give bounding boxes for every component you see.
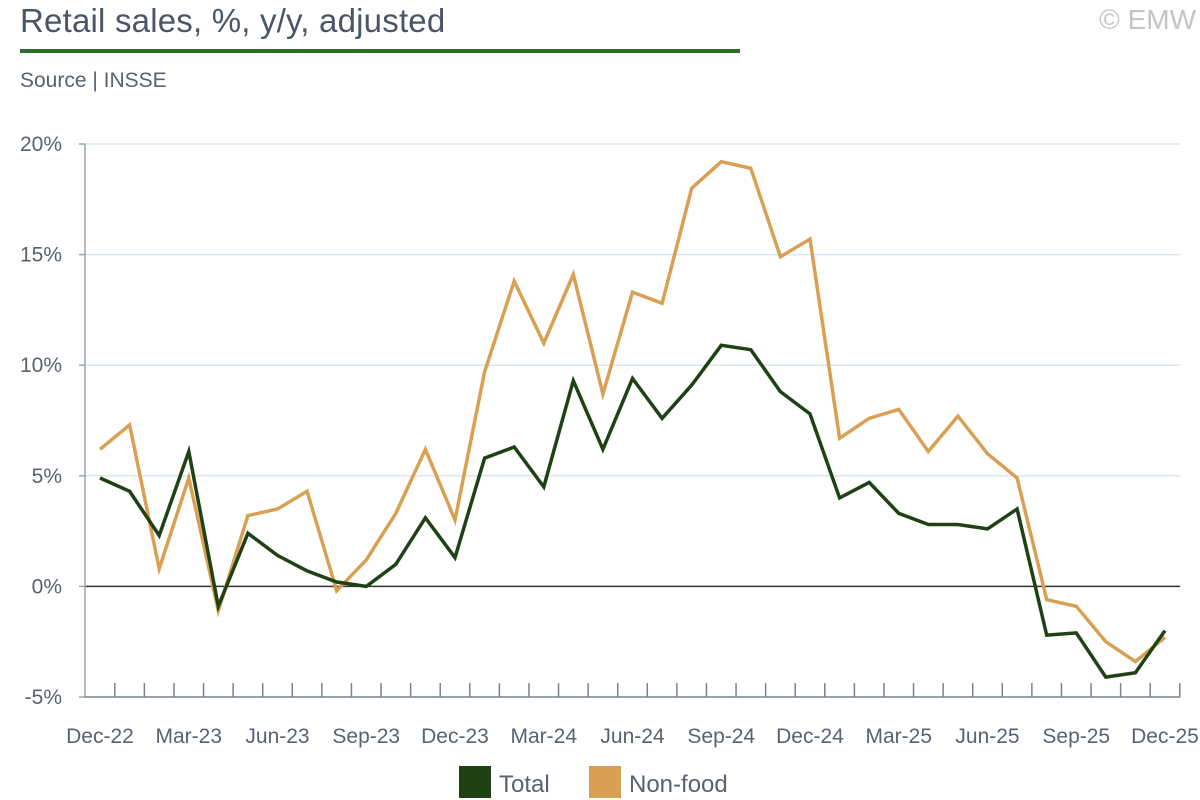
axes [79, 143, 1181, 698]
gridlines [85, 143, 1180, 477]
y-tick-label: 10% [20, 354, 62, 377]
tick-labels: -5% 0% 5% 10% 15% 20% Dec-22 Mar-23 Jun-23 Sep-23… [20, 133, 1199, 748]
x-tick-label: Dec-23 [421, 725, 489, 748]
source-note: Source | INSSE [20, 69, 167, 92]
y-tick-label: -5% [25, 686, 62, 709]
x-tick-label: Jun-23 [245, 725, 309, 748]
x-tick-label: Dec-22 [66, 725, 134, 748]
series-line-total [99, 343, 1167, 679]
x-tick-label: Sep-25 [1042, 725, 1110, 748]
legend-swatch-non-food [589, 766, 621, 798]
title-underline [20, 49, 740, 53]
y-tick-label: 20% [20, 133, 62, 156]
chart-title: Retail sales, %, y/y, adjusted [20, 2, 446, 39]
y-tick-label: 5% [32, 465, 62, 488]
x-tick-label: Mar-25 [865, 725, 932, 748]
series-lines [98, 159, 1167, 679]
series-line-non-food [98, 159, 1167, 664]
copyright-notice: © EMW [1099, 4, 1196, 35]
x-tick-label: Mar-23 [155, 725, 222, 748]
legend-swatch-total [459, 766, 491, 798]
x-tick-label: Mar-24 [510, 725, 577, 748]
x-tick-label: Jun-25 [955, 725, 1019, 748]
y-tick-label: 0% [32, 575, 62, 598]
legend-label-total: Total [499, 771, 550, 798]
x-tick-label: Sep-24 [687, 725, 755, 748]
x-tick-label: Dec-25 [1131, 725, 1199, 748]
legend-label-non-food: Non-food [629, 771, 728, 798]
legend: Total Non-food [459, 766, 728, 798]
x-tick-label: Sep-23 [332, 725, 400, 748]
x-tick-label: Dec-24 [776, 725, 844, 748]
x-tick-label: Jun-24 [600, 725, 665, 748]
y-tick-label: 15% [20, 244, 62, 267]
